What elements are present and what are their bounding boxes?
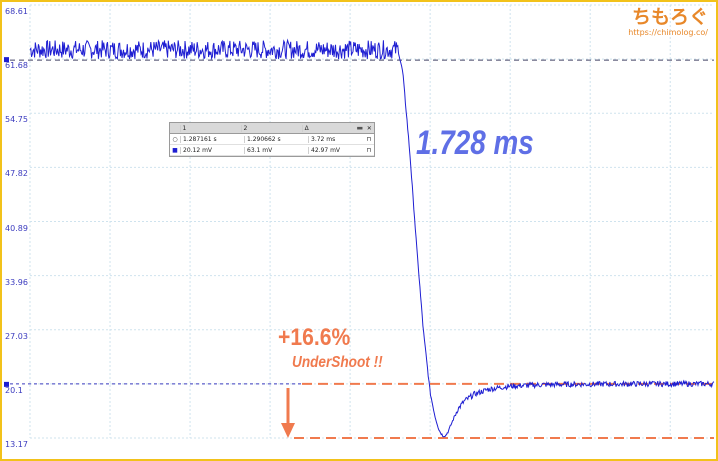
cursor-table-header: 1 2 Δ ▬ ✕ <box>170 123 374 134</box>
table-cell: 1.287161 s <box>180 135 244 143</box>
y-tick-label: 61.68 <box>5 61 28 71</box>
brand-logo: ちもろぐ https://chimolog.co/ <box>628 6 708 38</box>
y-tick-label: 20.1 <box>5 385 23 395</box>
cursor-marker <box>4 57 9 63</box>
signal-trace <box>29 38 715 438</box>
window-buttons: ▬ <box>355 124 365 132</box>
y-tick-label: 47.82 <box>5 169 28 179</box>
reference-lines <box>10 59 714 439</box>
y-tick-label: 40.89 <box>5 223 28 233</box>
table-cell: 63.1 mV <box>244 146 308 154</box>
time-row-icon: ○ <box>172 135 178 143</box>
lock-icon[interactable]: ⊓ <box>366 146 372 154</box>
table-row: ■ 20.12 mV 63.1 mV 42.97 mV ⊓ <box>170 145 374 156</box>
header-cursor-2: 2 <box>240 124 302 132</box>
undershoot-arrow <box>281 388 295 438</box>
minimize-icon[interactable]: ▬ <box>356 124 364 132</box>
overshoot-percent-annotation: +16.6% <box>278 324 351 351</box>
lock-icon[interactable]: ⊓ <box>366 135 372 143</box>
header-cursor-1: 1 <box>179 124 241 132</box>
table-cell: 1.290662 s <box>244 135 308 143</box>
y-tick-label: 54.75 <box>5 115 28 125</box>
table-cell: 42.97 mV <box>308 146 364 154</box>
y-tick-label: 13.17 <box>5 440 28 449</box>
response-time-annotation: 1.728 ms <box>416 124 534 162</box>
y-tick-label: 68.61 <box>5 7 28 16</box>
cursor-marker <box>4 381 9 387</box>
y-tick-label: 33.96 <box>5 277 28 287</box>
brand-name: ちもろぐ <box>631 6 708 28</box>
cursor-measurement-panel[interactable]: 1 2 Δ ▬ ✕ ○ 1.287161 s 1.290662 s 3.72 m… <box>169 122 375 157</box>
table-cell: 20.12 mV <box>180 146 244 154</box>
grid-lines <box>29 4 714 439</box>
undershoot-annotation: UnderShoot !! <box>292 354 383 371</box>
brand-url: https://chimolog.co/ <box>628 28 708 37</box>
table-row: ○ 1.287161 s 1.290662 s 3.72 ms ⊓ <box>170 134 374 145</box>
close-icon[interactable]: ✕ <box>366 124 372 132</box>
header-delta: Δ <box>301 124 355 132</box>
table-cell: 3.72 ms <box>308 135 364 143</box>
y-tick-label: 27.03 <box>5 331 28 341</box>
channel-row-icon: ■ <box>172 146 178 154</box>
cursor-markers <box>4 57 9 387</box>
